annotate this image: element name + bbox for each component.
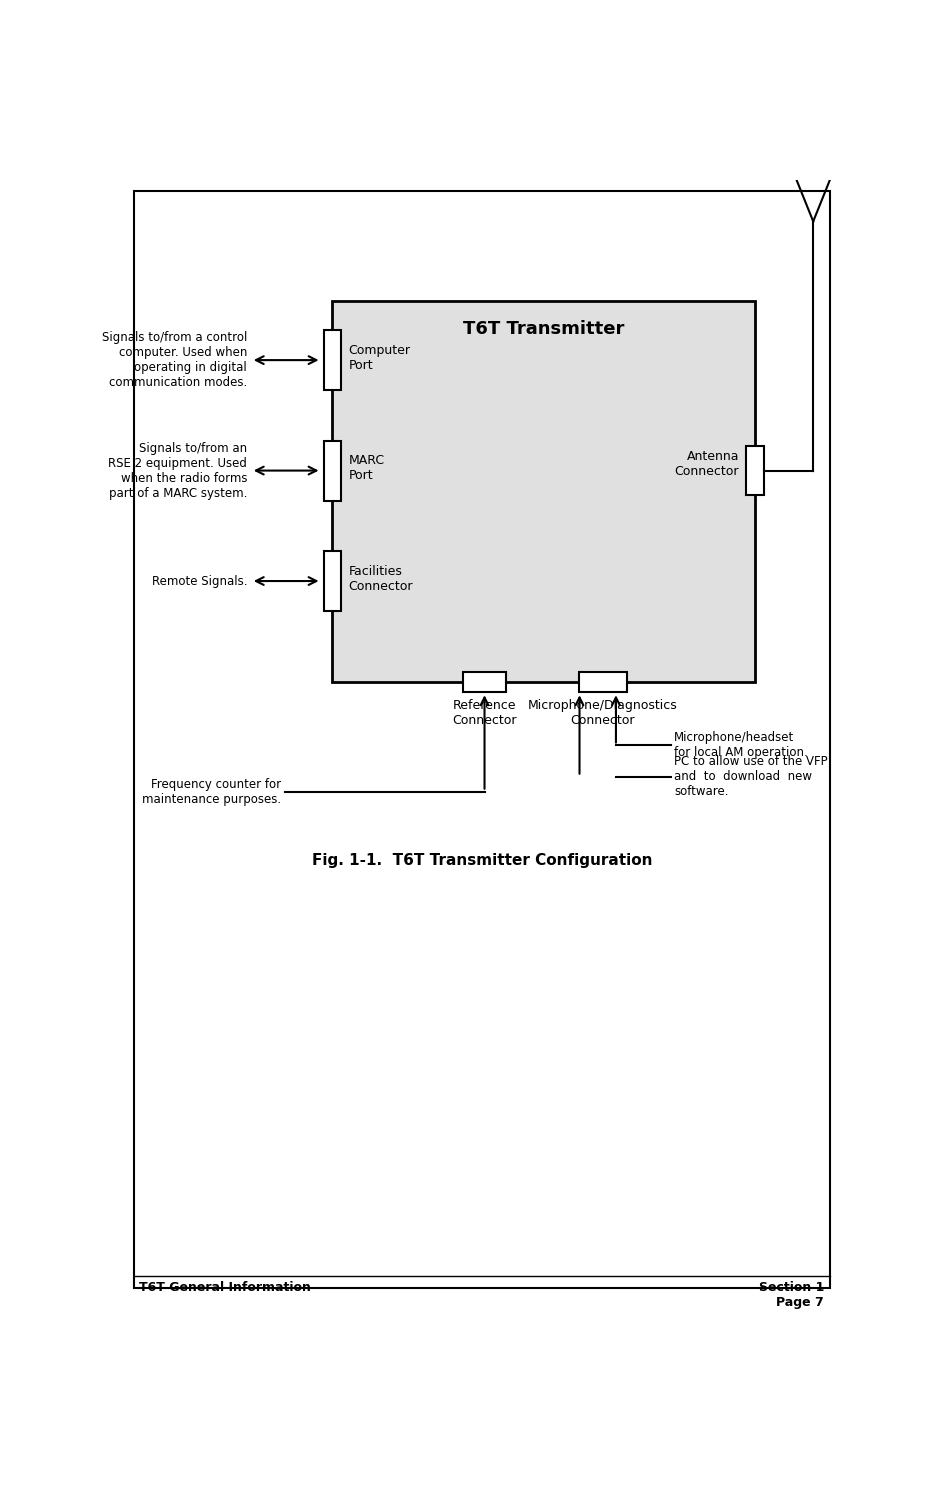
- Text: Computer
Port: Computer Port: [349, 343, 411, 372]
- Bar: [746, 447, 763, 495]
- Bar: [578, 672, 627, 693]
- Text: T6T General Information: T6T General Information: [139, 1282, 311, 1294]
- Text: T6T Transmitter: T6T Transmitter: [463, 319, 624, 337]
- Bar: [463, 672, 506, 693]
- Text: Section 1
Page 7: Section 1 Page 7: [759, 1282, 824, 1309]
- Text: Microphone/Diagnostics
Connector: Microphone/Diagnostics Connector: [528, 700, 678, 727]
- Bar: [333, 301, 755, 682]
- Bar: [323, 441, 341, 501]
- Text: Reference
Connector: Reference Connector: [452, 700, 517, 727]
- Text: Microphone/headset
for local AM operation.: Microphone/headset for local AM operatio…: [674, 732, 808, 760]
- Text: Antenna
Connector: Antenna Connector: [674, 450, 739, 478]
- Bar: [323, 330, 341, 390]
- Text: Frequency counter for
maintenance purposes.: Frequency counter for maintenance purpos…: [142, 778, 281, 805]
- Text: Fig. 1-1.  T6T Transmitter Configuration: Fig. 1-1. T6T Transmitter Configuration: [311, 853, 652, 868]
- Text: PC to allow use of the VFP
and  to  download  new
software.: PC to allow use of the VFP and to downlo…: [674, 755, 828, 797]
- Text: Remote Signals.: Remote Signals.: [151, 574, 247, 588]
- Text: Facilities
Connector: Facilities Connector: [349, 565, 413, 592]
- Bar: [323, 552, 341, 612]
- Text: Signals to/from an
RSE 2 equipment. Used
when the radio forms
part of a MARC sys: Signals to/from an RSE 2 equipment. Used…: [108, 442, 247, 499]
- Text: MARC
Port: MARC Port: [349, 454, 384, 483]
- Text: Signals to/from a control
computer. Used when
operating in digital
communication: Signals to/from a control computer. Used…: [102, 331, 247, 390]
